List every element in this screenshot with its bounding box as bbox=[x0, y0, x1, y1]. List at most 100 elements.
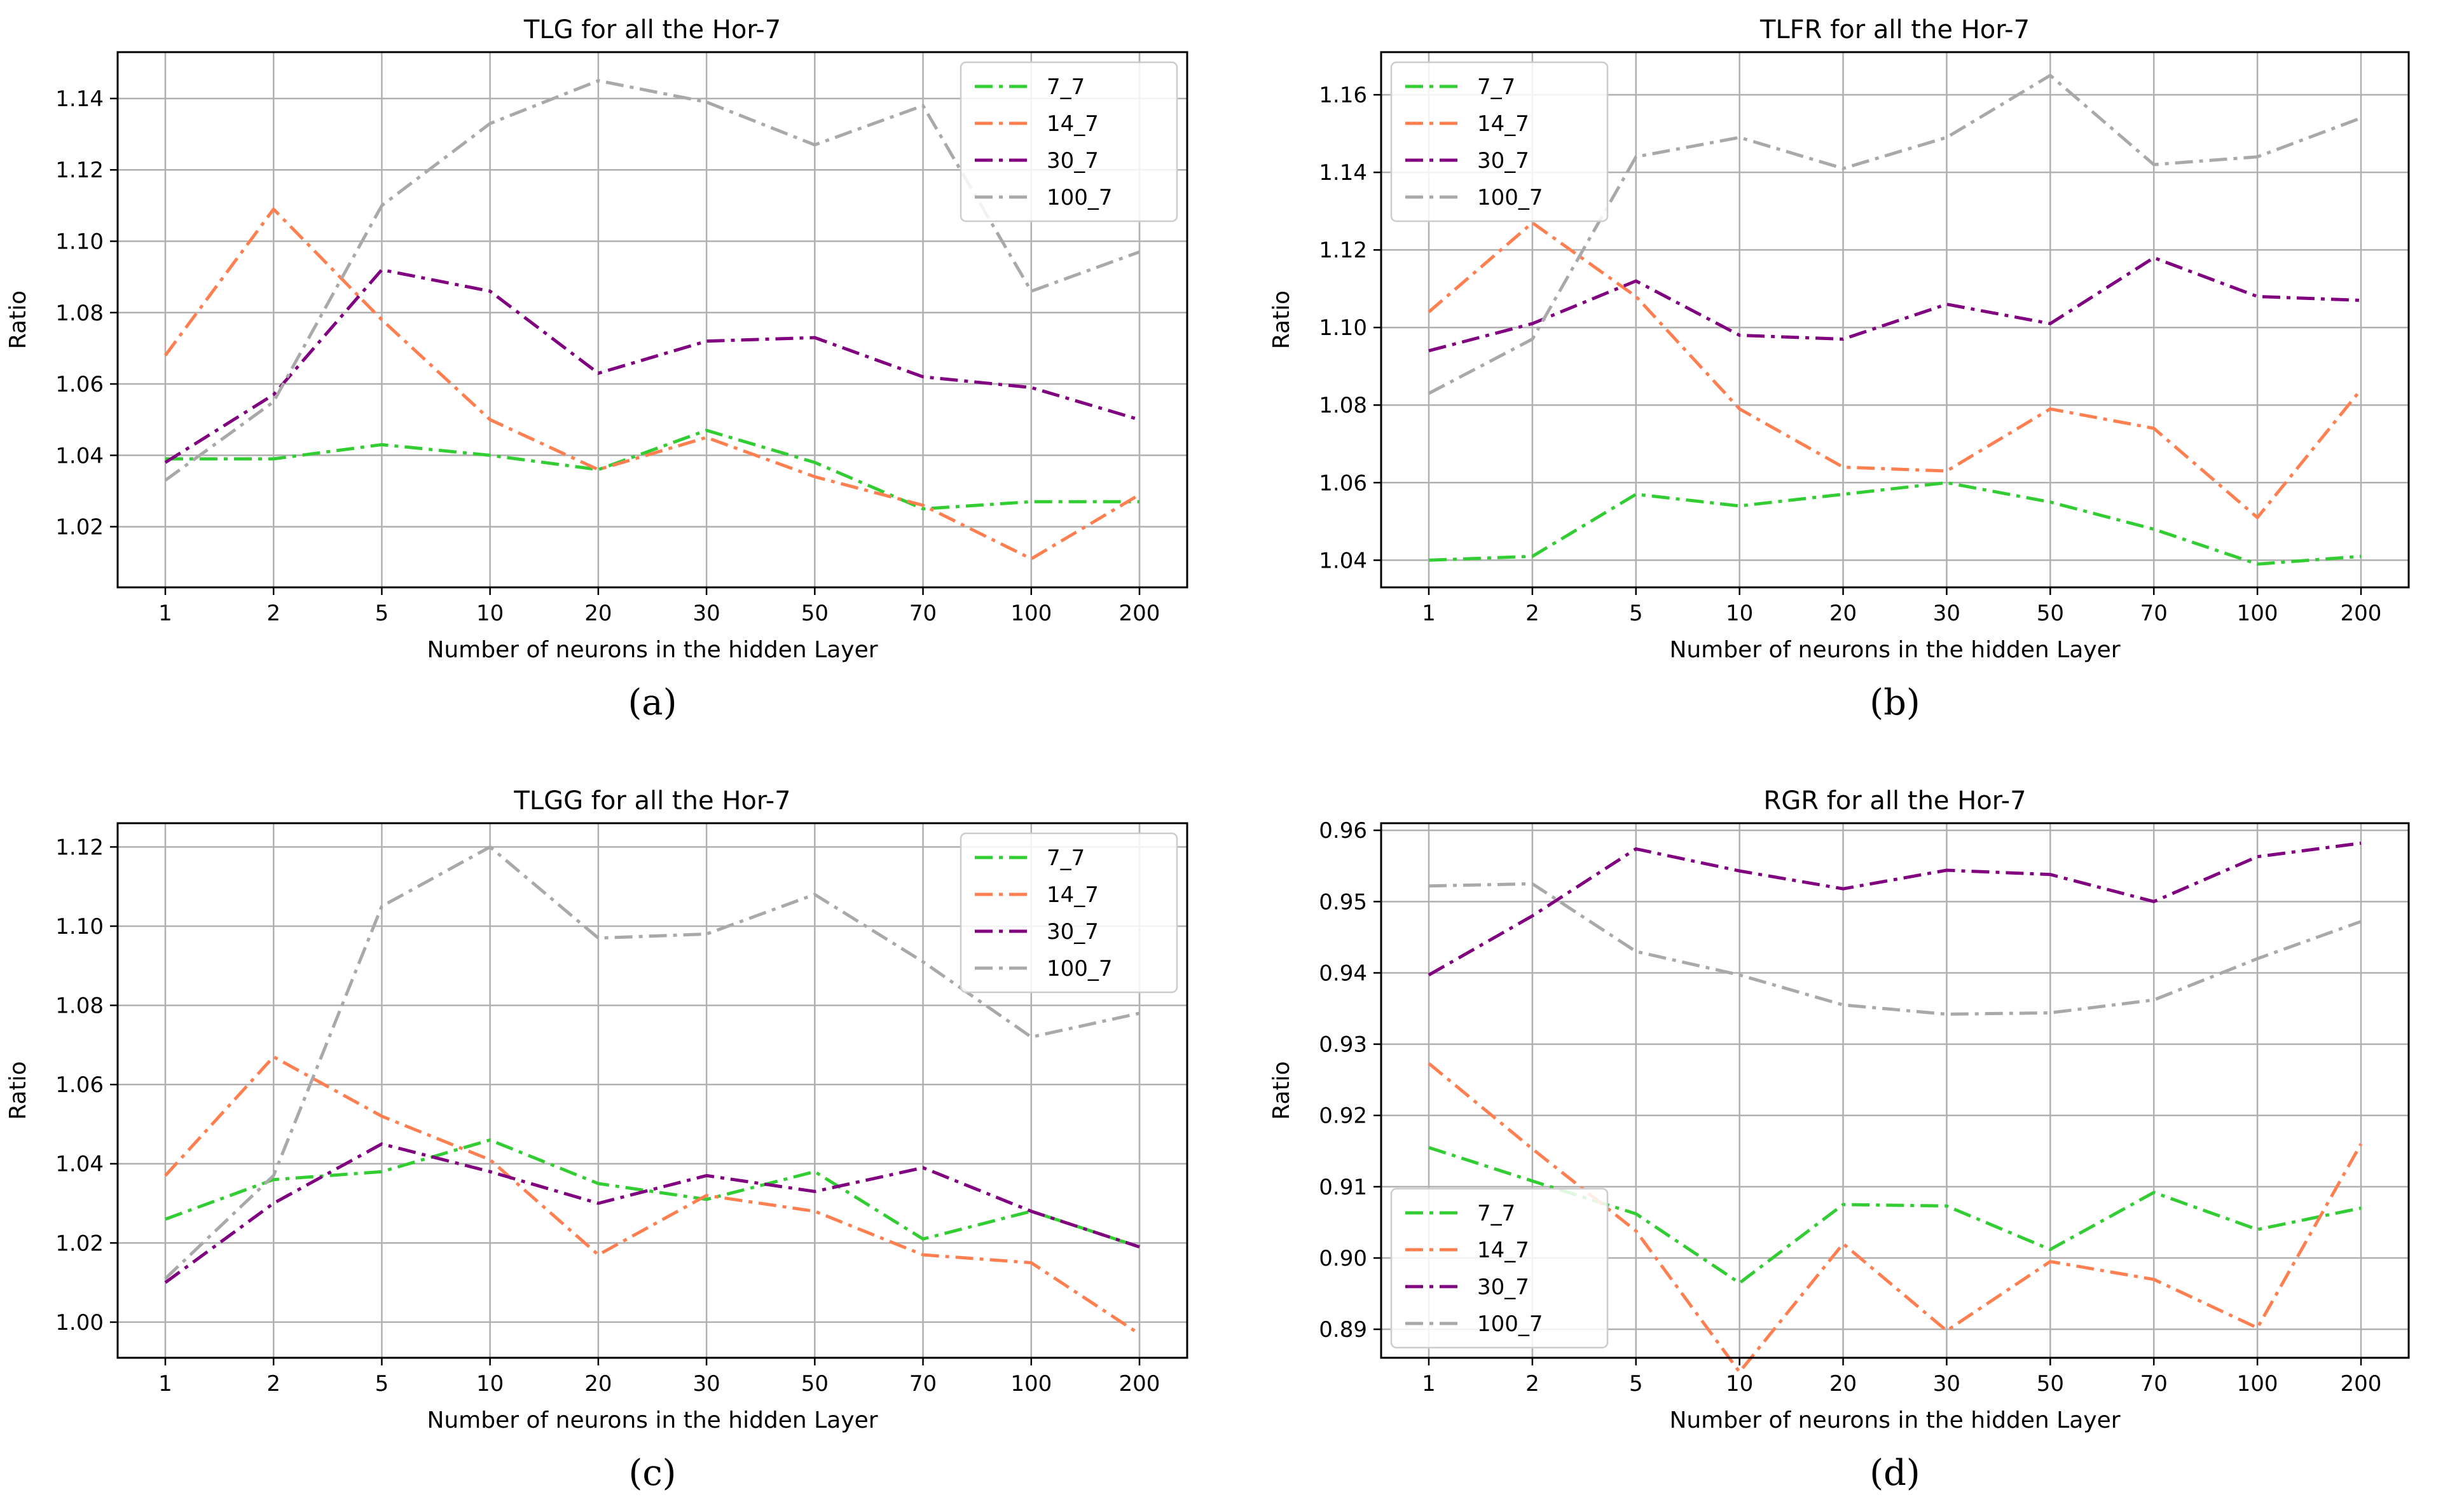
y-tick-label: 1.16 bbox=[1319, 83, 1367, 108]
y-tick-label: 0.90 bbox=[1319, 1246, 1367, 1271]
panel-caption: (d) bbox=[1869, 1453, 1920, 1494]
y-tick-label: 0.94 bbox=[1319, 960, 1367, 986]
legend-box bbox=[960, 61, 1178, 222]
x-tick-label: 5 bbox=[375, 601, 389, 626]
series-line-100_7 bbox=[164, 79, 1140, 482]
y-axis-label: Ratio bbox=[5, 291, 31, 349]
legend-label: 7_7 bbox=[1477, 1201, 1515, 1226]
plot-frame bbox=[1380, 822, 2410, 1359]
legend-label: 100_7 bbox=[1047, 956, 1113, 981]
y-axis-label: Ratio bbox=[5, 1061, 31, 1119]
x-tick-label: 10 bbox=[1726, 601, 1753, 626]
y-tick-label: 0.89 bbox=[1319, 1317, 1367, 1343]
y-tick-label: 1.10 bbox=[55, 229, 104, 255]
plot-frame bbox=[116, 51, 1188, 589]
x-tick-label: 1 bbox=[158, 601, 172, 626]
y-tick-label: 1.06 bbox=[55, 372, 104, 397]
legend-label: 100_7 bbox=[1047, 185, 1113, 210]
x-tick-label: 200 bbox=[2341, 601, 2382, 626]
panel-caption: (b) bbox=[1869, 682, 1920, 723]
x-tick-label: 2 bbox=[1525, 1371, 1539, 1397]
series-line-14_7 bbox=[163, 207, 1141, 561]
y-axis-label: Ratio bbox=[1269, 1061, 1295, 1119]
x-tick-label: 30 bbox=[1933, 1371, 1960, 1397]
y-tick-label: 1.00 bbox=[55, 1310, 104, 1336]
chart-a: 1 2 5 10 20 30 50 70 100 200 1.02 1.04 1.06 1.08 1.10 1… bbox=[5, 15, 1188, 723]
legend-label: 30_7 bbox=[1477, 148, 1529, 174]
series-line-14_7 bbox=[164, 1055, 1141, 1336]
chart-c: 1 2 5 10 20 30 50 70 100 200 1.00 1.02 1.04 1.06 1.08 1… bbox=[5, 786, 1188, 1494]
y-tick-label: 1.06 bbox=[1319, 470, 1367, 496]
x-tick-label: 20 bbox=[1829, 1371, 1857, 1397]
legend-box bbox=[1390, 1187, 1609, 1349]
y-tick-label: 1.10 bbox=[55, 914, 104, 940]
x-tick-label: 10 bbox=[476, 601, 504, 626]
legend-label: 7_7 bbox=[1047, 74, 1085, 100]
legend-label: 7_7 bbox=[1047, 845, 1085, 871]
legend-box bbox=[1390, 61, 1609, 222]
y-tick-label: 1.12 bbox=[1319, 238, 1367, 263]
legend: 7_7 14_7 30_7 100_7 bbox=[960, 61, 1178, 222]
plot-frame bbox=[116, 822, 1188, 1359]
y-tick-label: 1.04 bbox=[55, 443, 104, 468]
x-tick-label: 50 bbox=[2037, 1371, 2064, 1397]
panel-caption: (c) bbox=[628, 1453, 676, 1494]
y-tick-label: 1.14 bbox=[55, 86, 104, 112]
legend-label: 14_7 bbox=[1477, 1238, 1529, 1263]
legend: 7_7 14_7 30_7 100_7 bbox=[960, 832, 1178, 994]
y-tick-label: 1.08 bbox=[55, 994, 104, 1019]
y-tick-label: 1.04 bbox=[1319, 548, 1367, 573]
x-tick-label: 5 bbox=[375, 1371, 389, 1397]
legend-box bbox=[960, 832, 1178, 994]
y-tick-label: 1.08 bbox=[55, 301, 104, 326]
series-line-30_7 bbox=[1428, 841, 2362, 976]
x-tick-label: 200 bbox=[2341, 1371, 2382, 1397]
x-tick-label: 1 bbox=[1422, 1371, 1436, 1397]
x-tick-label: 2 bbox=[266, 1371, 280, 1397]
chart-title: TLGG for all the Hor-7 bbox=[513, 786, 790, 816]
x-tick-label: 50 bbox=[801, 601, 829, 626]
x-tick-label: 200 bbox=[1119, 1371, 1160, 1397]
x-tick-label: 10 bbox=[1726, 1371, 1753, 1397]
y-tick-label: 0.91 bbox=[1319, 1175, 1367, 1200]
legend-label: 7_7 bbox=[1477, 74, 1515, 100]
x-tick-label: 50 bbox=[2037, 601, 2064, 626]
x-tick-label: 20 bbox=[584, 1371, 612, 1397]
y-tick-label: 1.12 bbox=[55, 835, 104, 860]
x-tick-label: 5 bbox=[1629, 601, 1643, 626]
y-tick-label: 0.96 bbox=[1319, 818, 1367, 844]
series-line-14_7 bbox=[1428, 221, 2362, 519]
x-tick-label: 200 bbox=[1119, 601, 1160, 626]
chart-title: TLG for all the Hor-7 bbox=[523, 15, 781, 44]
x-tick-label: 70 bbox=[909, 601, 937, 626]
x-tick-label: 30 bbox=[692, 601, 720, 626]
series-line-100_7 bbox=[164, 845, 1140, 1280]
x-tick-label: 100 bbox=[1010, 601, 1052, 626]
series-line-100_7 bbox=[1428, 882, 2362, 1016]
y-tick-label: 0.93 bbox=[1319, 1032, 1367, 1058]
x-tick-label: 70 bbox=[2140, 601, 2168, 626]
x-tick-label: 20 bbox=[584, 601, 612, 626]
y-tick-label: 1.02 bbox=[55, 515, 104, 540]
chart-title: TLFR for all the Hor-7 bbox=[1759, 15, 2030, 44]
y-tick-label: 1.14 bbox=[1319, 160, 1367, 186]
x-axis-label: Number of neurons in the hidden Layer bbox=[1669, 637, 2120, 663]
legend: 7_7 14_7 30_7 100_7 bbox=[1390, 61, 1609, 222]
panel-caption: (a) bbox=[628, 682, 677, 723]
series-line-7_7 bbox=[1428, 481, 2362, 566]
x-tick-label: 5 bbox=[1629, 1371, 1643, 1397]
x-axis-label: Number of neurons in the hidden Layer bbox=[1669, 1407, 2120, 1433]
x-tick-label: 100 bbox=[1010, 1371, 1052, 1397]
legend-label: 14_7 bbox=[1047, 111, 1099, 137]
x-tick-label: 10 bbox=[476, 1371, 504, 1397]
series-line-100_7 bbox=[1428, 74, 2362, 395]
series-line-30_7 bbox=[1428, 256, 2362, 353]
legend: 7_7 14_7 30_7 100_7 bbox=[1390, 1187, 1609, 1349]
legend-label: 14_7 bbox=[1047, 882, 1099, 908]
chart-title: RGR for all the Hor-7 bbox=[1763, 786, 2026, 816]
x-axis-label: Number of neurons in the hidden Layer bbox=[427, 1407, 878, 1433]
x-tick-label: 20 bbox=[1829, 601, 1857, 626]
x-tick-label: 30 bbox=[1933, 601, 1960, 626]
x-tick-label: 70 bbox=[909, 1371, 937, 1397]
